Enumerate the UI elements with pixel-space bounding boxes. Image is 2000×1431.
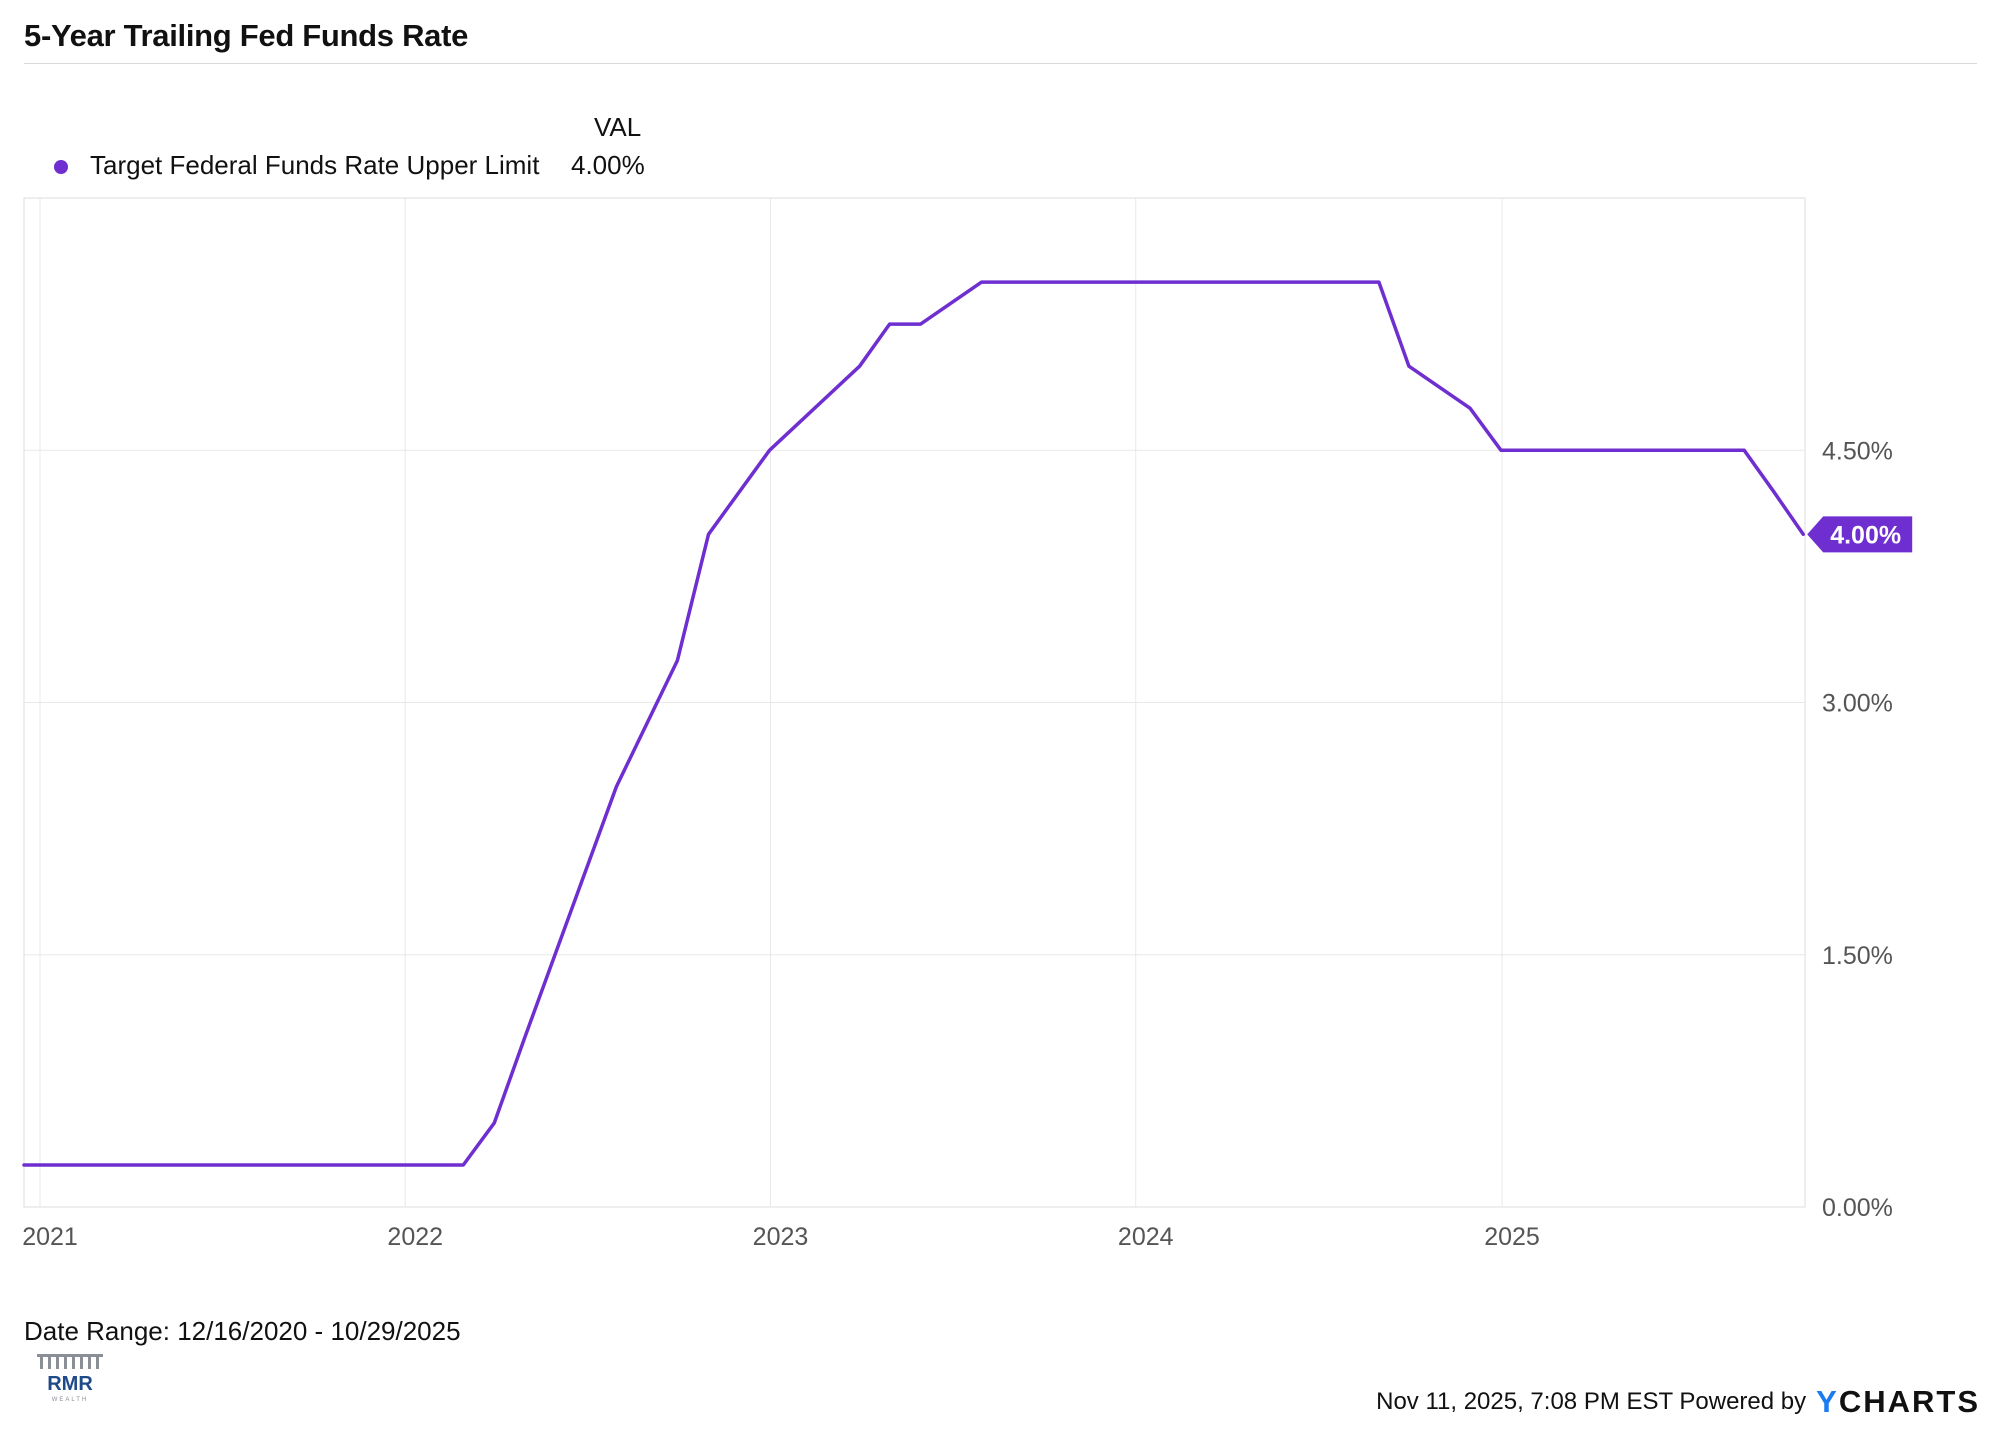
title-divider xyxy=(24,63,1977,64)
legend-item[interactable]: Target Federal Funds Rate Upper Limit 4.… xyxy=(54,150,654,186)
y-tick-label: 3.00% xyxy=(1822,690,1893,718)
legend-value-header: VAL xyxy=(594,112,642,142)
x-tick-label: 2024 xyxy=(1118,1223,1174,1251)
footer-timestamp: Nov 11, 2025, 7:08 PM EST Powered by xyxy=(1376,1388,1807,1415)
rmr-wealth-logo: RMR WEALTH xyxy=(37,1354,103,1403)
y-tick-label: 0.00% xyxy=(1822,1194,1893,1222)
ycharts-logo-y: Y xyxy=(1816,1384,1839,1419)
x-tick-label: 2022 xyxy=(387,1223,443,1251)
legend-series-value: 4.00% xyxy=(571,150,645,180)
last-value-tag xyxy=(1807,516,1913,553)
logo-text: RMR xyxy=(47,1373,93,1395)
footer-attribution: Nov 11, 2025, 7:08 PM EST Powered by Y C… xyxy=(1376,1384,1980,1420)
logo-subtext: WEALTH xyxy=(52,1397,89,1403)
series-line xyxy=(22,280,1805,1167)
date-range-label: Date Range: 12/16/2020 - 10/29/2025 xyxy=(24,1316,461,1346)
y-tick-label: 4.50% xyxy=(1822,437,1893,465)
x-tick-label: 2023 xyxy=(753,1223,809,1251)
x-tick-label: 2021 xyxy=(22,1223,78,1251)
ycharts-logo-text: CHARTS xyxy=(1838,1384,1980,1419)
chart-title: 5-Year Trailing Fed Funds Rate xyxy=(24,18,469,53)
x-tick-label: 2025 xyxy=(1484,1223,1540,1251)
last-value-label: 4.00% xyxy=(1830,521,1901,549)
y-tick-label: 1.50% xyxy=(1822,942,1893,970)
legend-marker-icon xyxy=(54,160,68,174)
ycharts-logo[interactable]: Y CHARTS xyxy=(1816,1384,1980,1420)
legend-series-name: Target Federal Funds Rate Upper Limit xyxy=(90,150,540,180)
